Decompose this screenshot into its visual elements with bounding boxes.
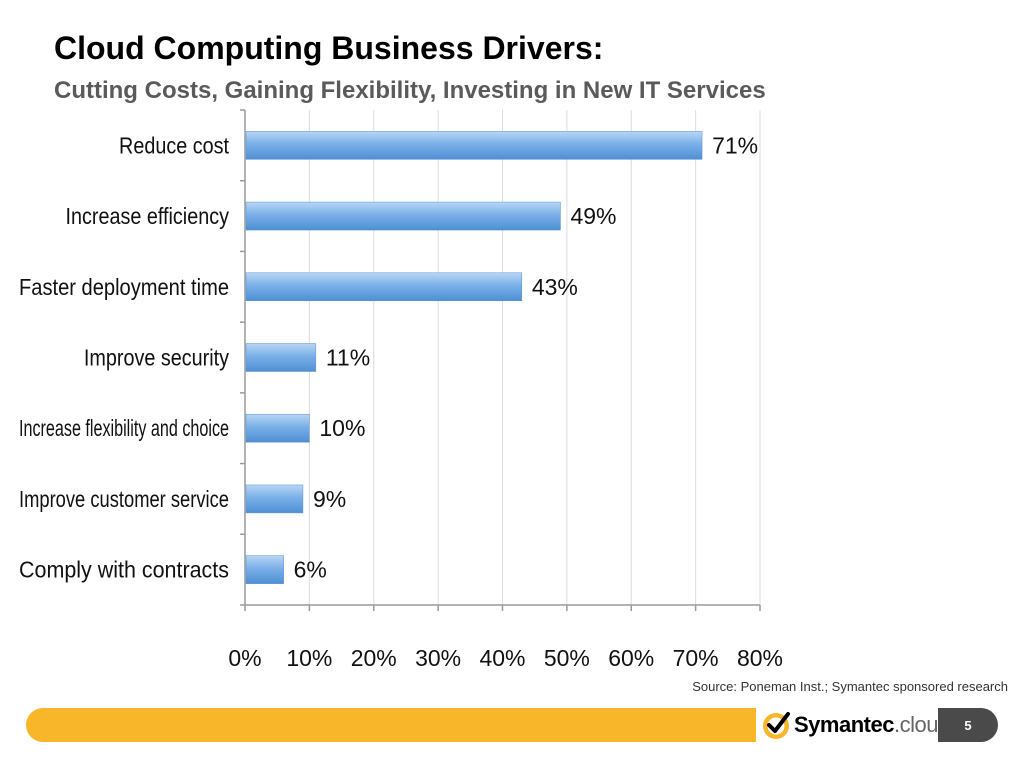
x-tick-label: 10% [286,645,332,671]
category-label: Reduce cost [119,132,229,158]
logo-wordmark: Symantec [794,712,894,737]
bar [245,272,523,302]
bar [245,131,703,160]
x-tick-label: 0% [228,645,261,671]
source-note: Source: Poneman Inst.; Symantec sponsore… [692,679,1008,694]
value-label: 9% [313,486,346,512]
bar [245,413,310,443]
checkmark-seal-icon [763,712,790,739]
slide-title: Cloud Computing Business Drivers: [54,30,604,66]
x-tick-label: 30% [415,645,461,671]
footer-bar [26,708,756,742]
symantec-cloud-logo: Symantec .cloud. [760,706,956,744]
x-tick-label: 70% [673,645,719,671]
value-label: 49% [570,203,616,229]
bar-chart: 0% 10% 20% 30% 40% 50% 60% 70% 80% Reduce cost 71%… [19,109,783,671]
value-label: 71% [712,132,758,158]
bar [245,555,284,584]
bar [245,343,317,372]
category-label: Improve customer service [19,486,229,512]
chart-gridlines [308,110,761,605]
x-tick-label: 20% [351,645,397,671]
page-number: 5 [938,708,998,742]
value-label: 10% [319,415,365,441]
slide-subtitle: Cutting Costs, Gaining Flexibility, Inve… [54,77,766,104]
category-label: Comply with contracts [19,557,229,583]
bar [245,201,561,231]
category-label: Improve security [84,345,230,371]
chart-labels: 0% 10% 20% 30% 40% 50% 60% 70% 80% Reduce cost 71%… [19,132,783,671]
bar [245,484,304,514]
category-label: Increase flexibility and choice [19,415,229,441]
x-tick-label: 40% [479,645,525,671]
chart-axes [240,109,761,611]
x-tick-label: 50% [544,645,590,671]
category-label: Increase efficiency [66,203,230,229]
value-label: 11% [326,345,370,371]
x-tick-label: 80% [737,645,783,671]
category-label: Faster deployment time [19,274,229,300]
value-label: 6% [294,557,327,583]
value-label: 43% [532,274,578,300]
chart-bars [245,131,703,584]
x-tick-label: 60% [608,645,654,671]
